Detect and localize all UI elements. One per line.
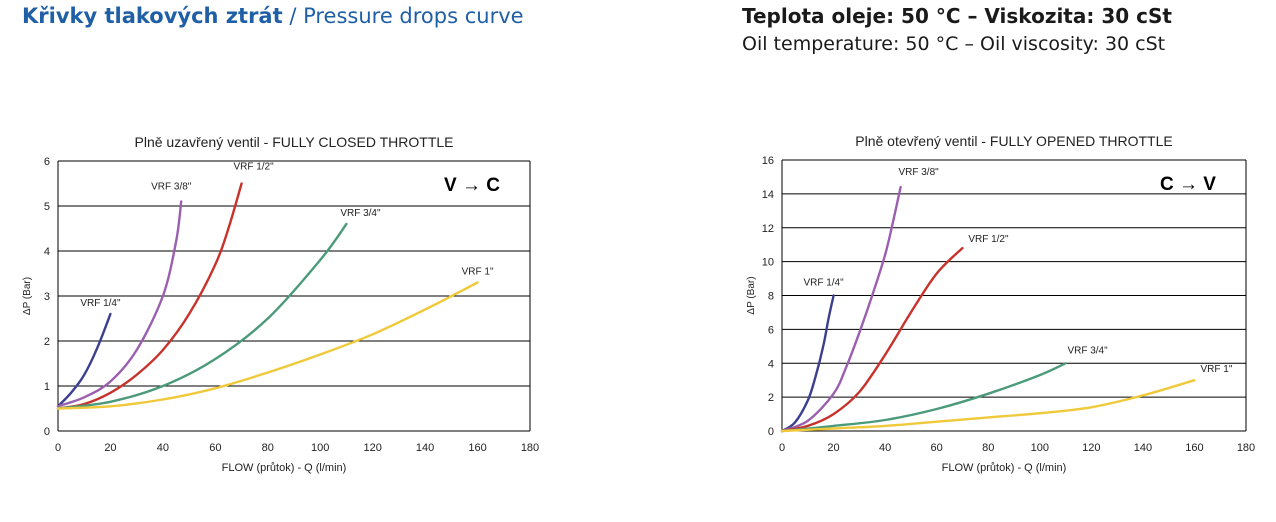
series-label: VRF 3/8": [898, 167, 939, 178]
x-tick-label: 40: [157, 442, 169, 454]
chart-title: Plně uzavřený ventil - FULLY CLOSED THRO…: [135, 134, 454, 150]
x-tick-label: 20: [104, 442, 116, 454]
chart-fully-opened: Plně otevřený ventil - FULLY OPENED THRO…: [746, 133, 1255, 474]
series-label: VRF 3/4": [340, 208, 381, 219]
series-line: [780, 379, 1196, 433]
y-tick-label: 12: [762, 223, 774, 235]
x-tick-label: 40: [879, 442, 891, 454]
y-axis-label: ΔP (Bar): [22, 277, 33, 315]
y-tick-label: 4: [44, 246, 50, 258]
x-tick-label: 100: [1031, 442, 1049, 454]
y-tick-label: 10: [762, 257, 774, 269]
x-tick-label: 160: [1185, 442, 1203, 454]
series-line: [56, 182, 243, 410]
series-label: VRF 1/4": [80, 298, 121, 309]
series-line: [56, 312, 112, 408]
y-tick-label: 6: [44, 156, 50, 168]
y-tick-label: 2: [768, 392, 774, 404]
series-line: [780, 246, 964, 433]
series-label: VRF 3/4": [1067, 345, 1108, 356]
gridlines: [58, 160, 530, 432]
series-label: VRF 1/2": [233, 162, 274, 173]
chart-title: Plně otevřený ventil - FULLY OPENED THRO…: [855, 133, 1172, 149]
series-label: VRF 1/2": [968, 234, 1009, 245]
y-tick-label: 0: [768, 426, 774, 438]
x-tick-label: 160: [468, 442, 486, 454]
x-tick-label: 140: [416, 442, 434, 454]
series-label: VRF 1": [1200, 364, 1232, 375]
x-tick-label: 180: [1237, 442, 1255, 454]
title-english: Pressure drops curve: [303, 4, 524, 28]
y-tick-label: 1: [44, 381, 50, 393]
x-tick-label: 140: [1134, 442, 1152, 454]
series-line: [56, 222, 348, 410]
x-tick-label: 60: [209, 442, 221, 454]
x-tick-label: 60: [931, 442, 943, 454]
flow-direction-label: C → V: [1160, 174, 1216, 195]
oil-conditions: Teplota oleje: 50 °C – Viskozita: 30 cSt…: [742, 4, 1172, 55]
title-separator: /: [282, 4, 304, 28]
y-tick-label: 4: [768, 358, 774, 370]
y-tick-label: 16: [762, 155, 774, 167]
series-label: VRF 3/8": [151, 182, 192, 193]
series-line: [780, 294, 835, 433]
x-tick-label: 120: [363, 442, 381, 454]
y-tick-label: 3: [44, 291, 50, 303]
x-tick-label: 0: [55, 442, 61, 454]
conditions-english: Oil temperature: 50 °C – Oil viscosity: …: [742, 33, 1166, 55]
series-line: [780, 185, 902, 433]
series-line: [56, 200, 183, 408]
x-tick-label: 80: [982, 442, 994, 454]
gridlines: [782, 159, 1246, 432]
series-line: [780, 362, 1067, 433]
series-label: VRF 1": [462, 267, 494, 278]
y-tick-label: 2: [44, 336, 50, 348]
y-tick-label: 0: [44, 426, 50, 438]
y-tick-label: 5: [44, 201, 50, 213]
x-tick-label: 20: [827, 442, 839, 454]
title-czech: Křivky tlakových ztrát: [22, 4, 283, 28]
y-tick-label: 14: [762, 189, 774, 201]
y-axis-label: ΔP (Bar): [746, 276, 757, 314]
y-tick-label: 6: [768, 324, 774, 336]
y-tick-label: 8: [768, 291, 774, 303]
x-tick-label: 80: [262, 442, 274, 454]
x-tick-label: 120: [1082, 442, 1100, 454]
x-axis-label: FLOW (průtok) - Q (l/min): [222, 462, 347, 474]
x-tick-label: 100: [311, 442, 329, 454]
x-tick-label: 0: [779, 442, 785, 454]
x-axis-label: FLOW (průtok) - Q (l/min): [942, 462, 1067, 474]
series-label: VRF 1/4": [803, 278, 844, 289]
flow-direction-label: V → C: [444, 175, 500, 196]
conditions-czech: Teplota oleje: 50 °C – Viskozita: 30 cSt: [742, 4, 1172, 28]
series-line: [56, 281, 479, 410]
x-tick-label: 180: [521, 442, 539, 454]
chart-fully-closed: Plně uzavřený ventil - FULLY CLOSED THRO…: [22, 134, 539, 474]
page-title: Křivky tlakových ztrát / Pressure drops …: [22, 4, 524, 28]
